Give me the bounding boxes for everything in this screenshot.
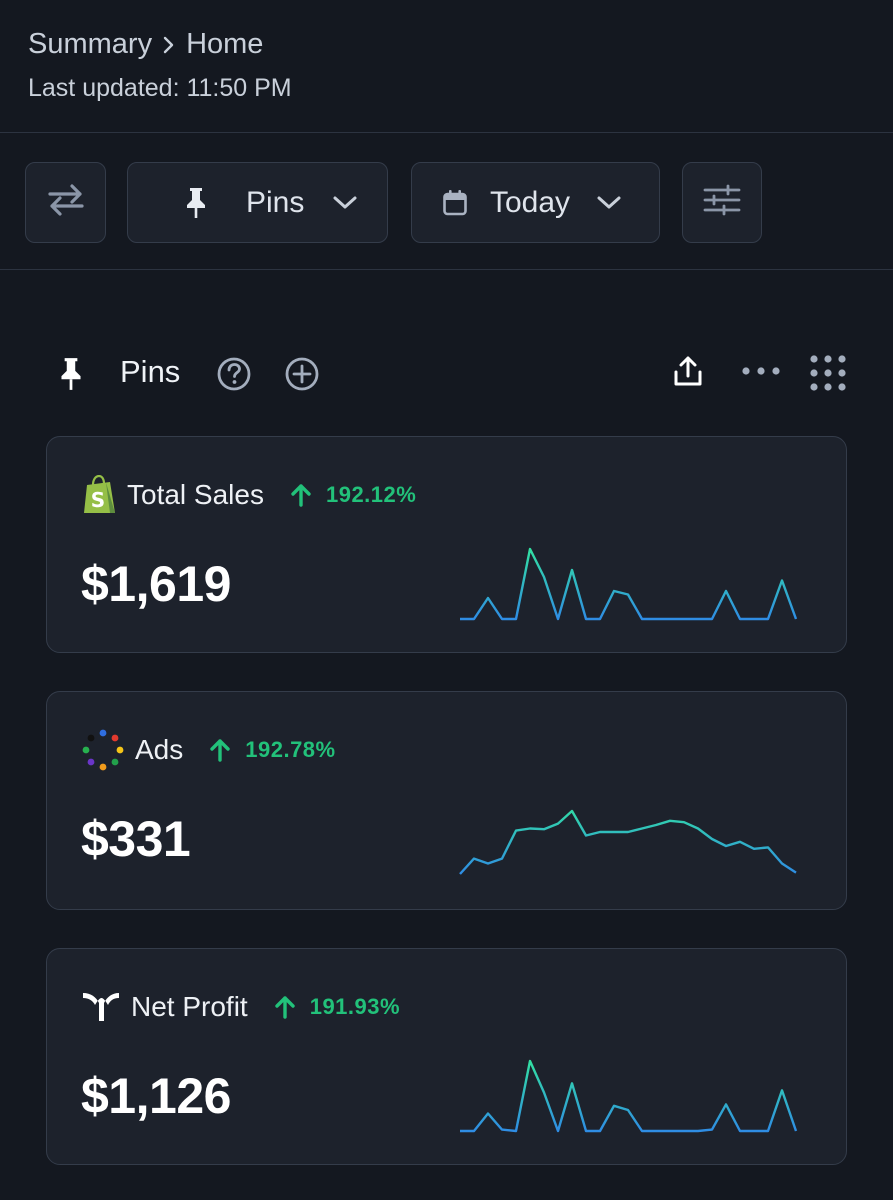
ads-dots-icon [81,728,125,772]
grid-icon[interactable] [809,354,847,392]
swap-arrows-icon [46,182,86,223]
help-icon[interactable] [216,356,252,392]
shopify-icon: S [81,475,117,515]
sparkline-line [459,809,797,875]
card-title: Net Profit [131,991,248,1022]
change-percent: 192.78% [245,737,336,762]
page-header: Summary Home Last updated: 11:50 PM [0,0,893,133]
share-icon[interactable] [670,354,706,390]
metric-card-ads[interactable]: Ads 192.78% $331 [46,691,847,910]
change-percent: 191.93% [309,994,401,1019]
pins-section-header: Pins [0,340,893,410]
pin-icon [184,186,208,220]
calendar-icon [442,189,468,217]
sliders-icon [702,184,742,221]
metric-value: $331 [81,811,191,867]
triple-whale-icon [81,990,121,1024]
toolbar: Pins Today [0,133,893,270]
breadcrumb-home[interactable]: Home [186,28,264,60]
date-filter-dropdown[interactable]: Today [411,162,660,243]
chevron-down-icon [332,195,358,211]
swap-button[interactable] [25,162,106,243]
sparkline-chart [460,547,798,621]
metric-card-net-profit[interactable]: Net Profit 191.93% $1,126 [46,948,847,1165]
section-title: Pins [120,354,181,389]
arrow-up-icon [274,995,296,1019]
sparkline-line [460,1059,798,1133]
arrow-up-icon [290,483,312,507]
date-filter-label: Today [490,185,571,219]
settings-button[interactable] [682,162,762,243]
metric-value: $1,619 [81,556,231,612]
sparkline-chart [460,1059,798,1133]
card-title: Total Sales [127,479,264,510]
svg-text:S: S [91,488,105,512]
pins-filter-label: Pins [246,185,305,219]
change-percent: 192.12% [325,482,417,507]
pins-filter-dropdown[interactable]: Pins [127,162,388,243]
metric-value: $1,126 [81,1068,231,1124]
breadcrumb-summary[interactable]: Summary [28,28,153,60]
sparkline-line [460,547,798,621]
card-title: Ads [135,734,184,765]
add-icon[interactable] [284,356,320,392]
breadcrumb: Summary Home [28,28,263,61]
sparkline-chart [459,809,797,875]
arrow-up-icon [209,738,231,762]
last-updated-text: Last updated: 11:50 PM [28,74,292,102]
more-icon[interactable] [740,364,782,378]
metric-card-total-sales[interactable]: S Total Sales 192.12% $1,619 [46,436,847,653]
pin-icon [58,356,84,392]
chevron-down-icon [596,195,622,211]
chevron-right-icon [162,36,176,54]
